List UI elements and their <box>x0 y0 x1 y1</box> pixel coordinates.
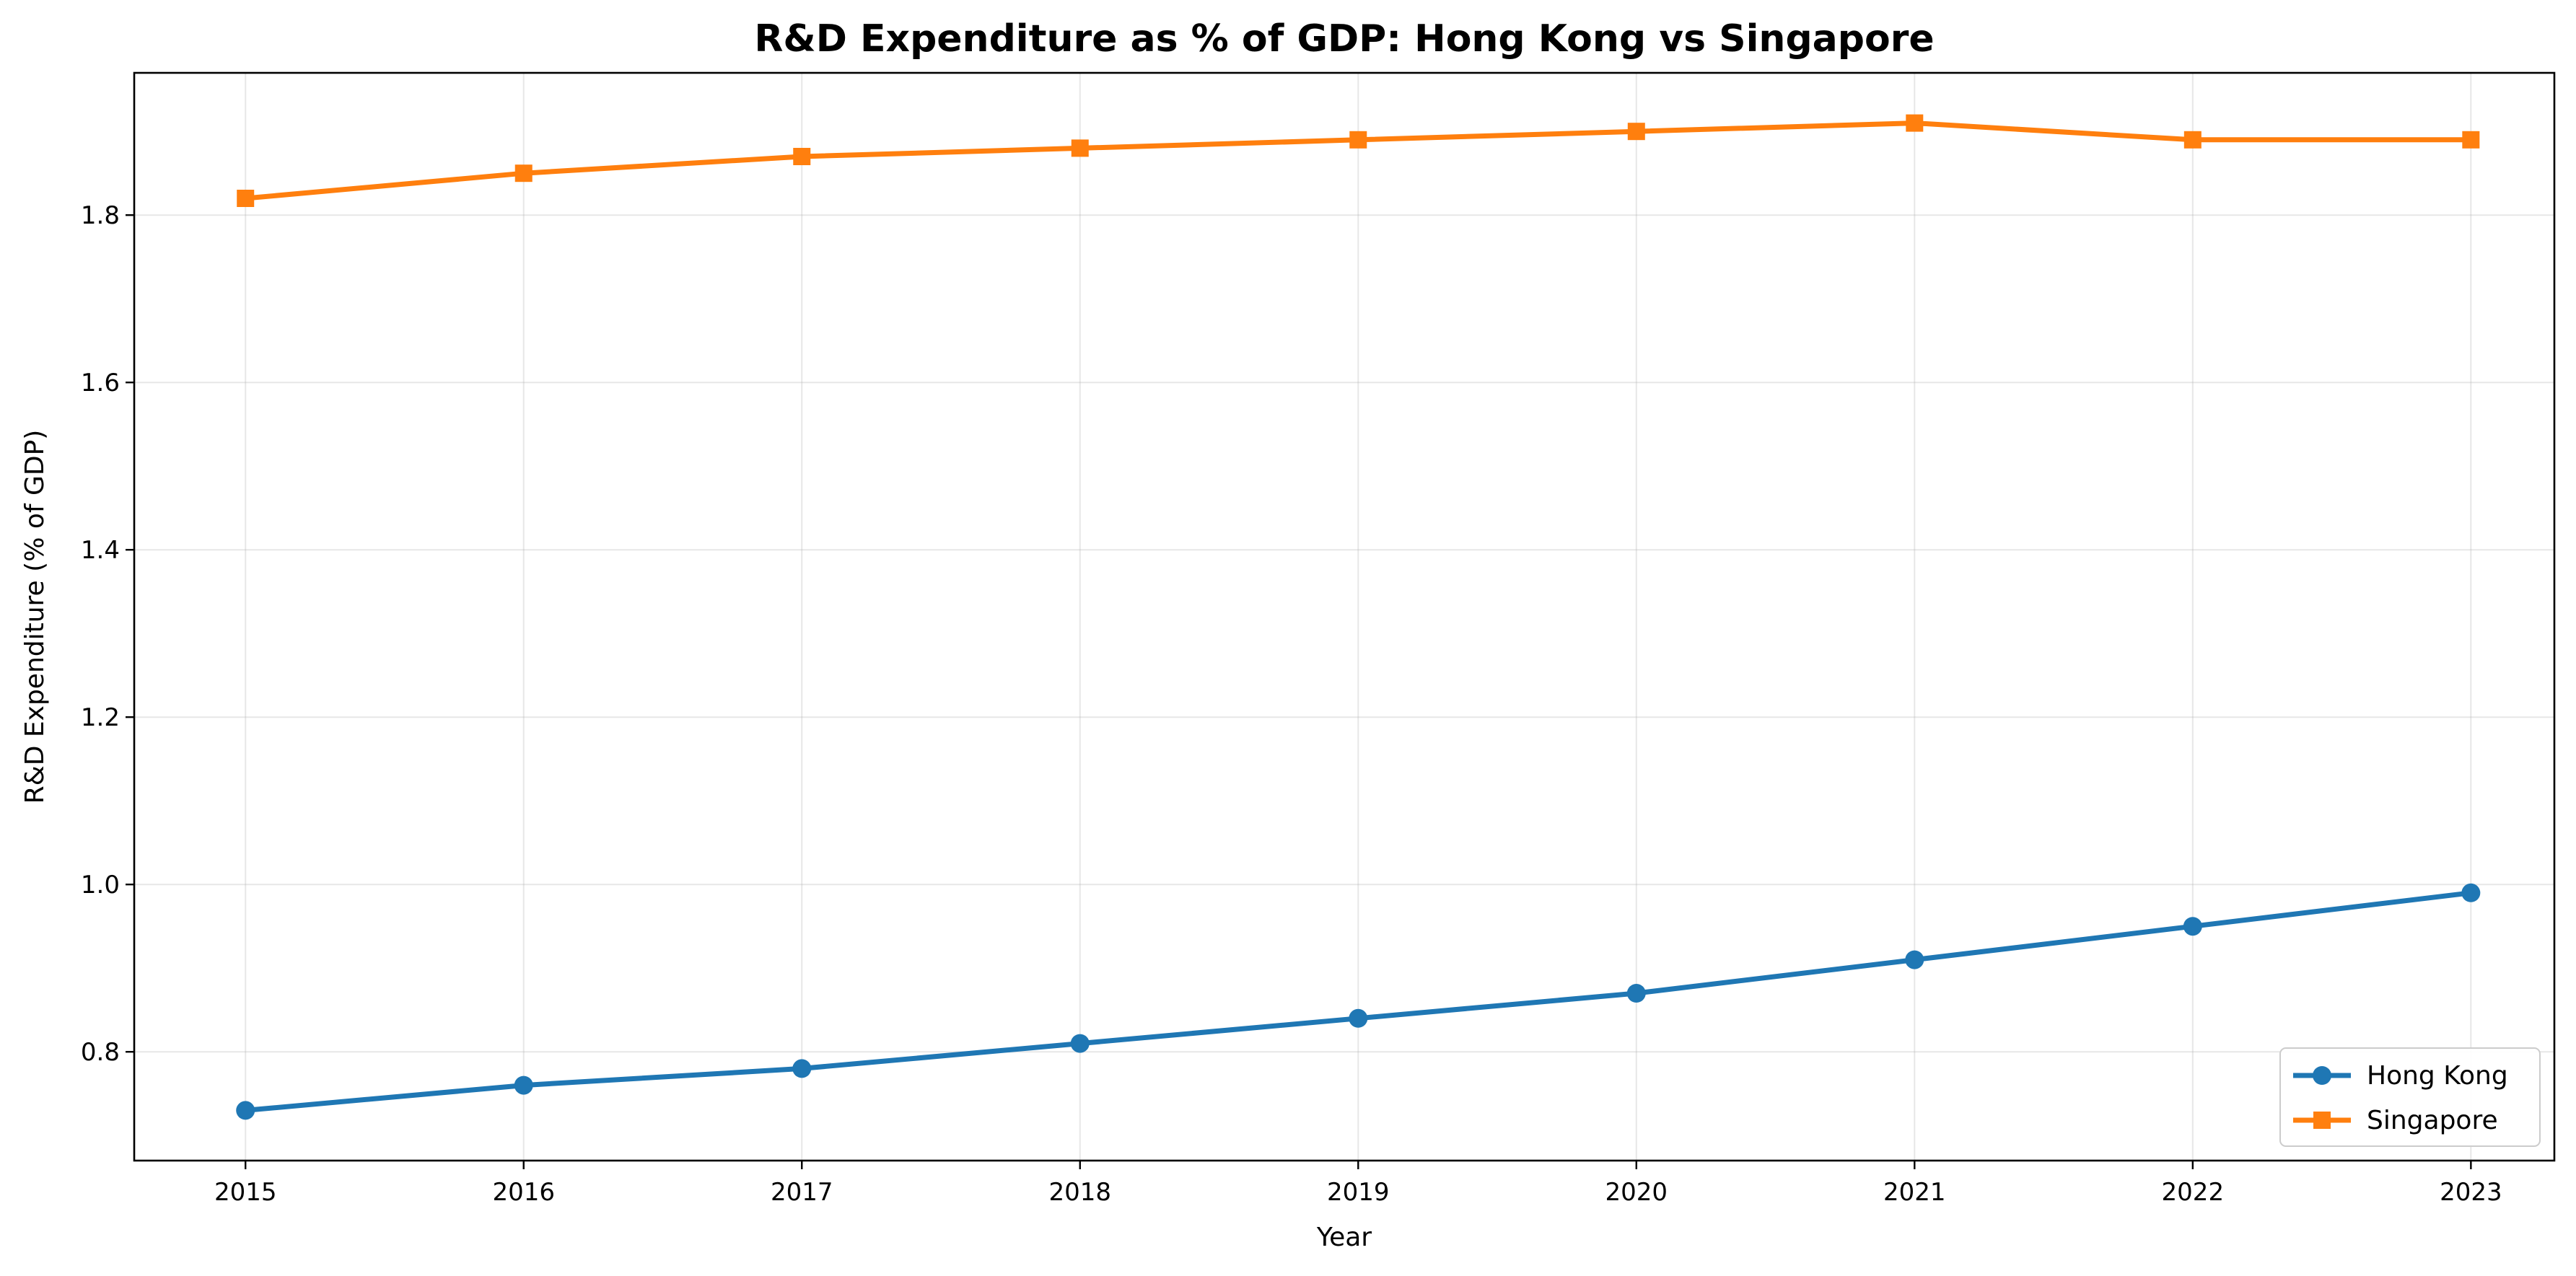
x-tick-label: 2019 <box>1327 1178 1390 1207</box>
x-tick-label: 2016 <box>492 1178 555 1207</box>
x-tick-label: 2023 <box>2440 1178 2502 1207</box>
data-point-singapore <box>514 164 533 182</box>
y-tick-label: 1.0 <box>81 871 120 899</box>
data-point-hong-kong <box>1070 1034 1090 1053</box>
y-axis-label: R&D Expenditure (% of GDP) <box>20 430 50 804</box>
legend: Hong Kong Singapore <box>2279 1047 2541 1147</box>
data-point-singapore <box>237 190 255 207</box>
data-point-hong-kong <box>792 1059 812 1078</box>
data-point-hong-kong <box>2461 883 2481 902</box>
data-point-singapore <box>1627 123 1645 141</box>
y-tick-label: 1.2 <box>81 703 120 732</box>
data-point-hong-kong <box>1905 950 1924 969</box>
x-tick-label: 2020 <box>1605 1178 1668 1207</box>
data-point-hong-kong <box>2183 917 2202 936</box>
data-point-singapore <box>1906 114 1924 132</box>
plot-area-frame <box>133 71 2556 1162</box>
x-axis-label: Year <box>1316 1223 1372 1252</box>
chart-title: R&D Expenditure as % of GDP: Hong Kong v… <box>754 17 1934 61</box>
grid <box>134 73 2554 1161</box>
data-point-hong-kong <box>1626 984 1646 1003</box>
legend-marker-singapore <box>2313 1112 2331 1129</box>
data-point-hong-kong <box>514 1075 533 1095</box>
data-point-singapore <box>2462 131 2480 149</box>
legend-label-hong-kong: Hong Kong <box>2367 1061 2508 1091</box>
series-layer <box>236 114 2481 1120</box>
y-tick-label: 1.8 <box>81 201 120 230</box>
x-tick-label: 2018 <box>1048 1178 1111 1207</box>
data-point-singapore <box>1071 139 1089 157</box>
y-tick-label: 1.4 <box>81 536 120 565</box>
data-point-singapore <box>793 148 811 165</box>
data-point-hong-kong <box>236 1101 255 1120</box>
legend-label-singapore: Singapore <box>2367 1106 2498 1135</box>
data-point-hong-kong <box>1349 1008 1368 1028</box>
data-point-singapore <box>1349 131 1367 149</box>
x-tick-label: 2021 <box>1883 1178 1946 1207</box>
y-tick-label: 1.6 <box>81 369 120 397</box>
x-tick-label: 2015 <box>214 1178 277 1207</box>
data-point-singapore <box>2183 131 2202 149</box>
x-tick-label: 2017 <box>771 1178 833 1207</box>
x-tick-label: 2022 <box>2162 1178 2225 1207</box>
legend-marker-hong-kong <box>2313 1066 2331 1085</box>
y-tick-label: 0.8 <box>81 1038 120 1067</box>
axis-ticks: 2015 2016 2017 2018 2019 2020 2021 2022 2023 0.8 1… <box>81 201 2502 1207</box>
